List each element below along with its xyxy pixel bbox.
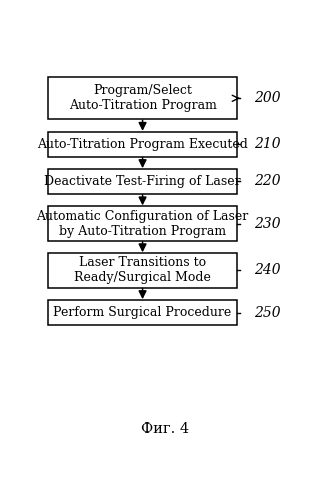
Text: Deactivate Test-Firing of Laser: Deactivate Test-Firing of Laser: [44, 175, 241, 188]
Text: 210: 210: [254, 137, 280, 151]
Text: Automatic Configuration of Laser
by Auto-Titration Program: Automatic Configuration of Laser by Auto…: [36, 210, 249, 238]
Bar: [48, 206, 237, 241]
Text: 200: 200: [254, 91, 280, 105]
Bar: [48, 253, 237, 288]
Text: Program/Select
Auto-Titration Program: Program/Select Auto-Titration Program: [69, 84, 216, 112]
Text: Laser Transitions to
Ready/Surgical Mode: Laser Transitions to Ready/Surgical Mode: [74, 256, 211, 284]
Text: 250: 250: [254, 305, 280, 319]
Bar: [48, 169, 237, 194]
Text: Фиг. 4: Фиг. 4: [141, 422, 189, 436]
Bar: [48, 77, 237, 119]
Text: 240: 240: [254, 263, 280, 277]
Text: 230: 230: [254, 217, 280, 231]
Bar: [48, 132, 237, 157]
Text: Auto-Titration Program Executed: Auto-Titration Program Executed: [37, 138, 248, 151]
Text: 220: 220: [254, 175, 280, 189]
Text: Perform Surgical Procedure: Perform Surgical Procedure: [53, 306, 232, 319]
Bar: [48, 300, 237, 325]
